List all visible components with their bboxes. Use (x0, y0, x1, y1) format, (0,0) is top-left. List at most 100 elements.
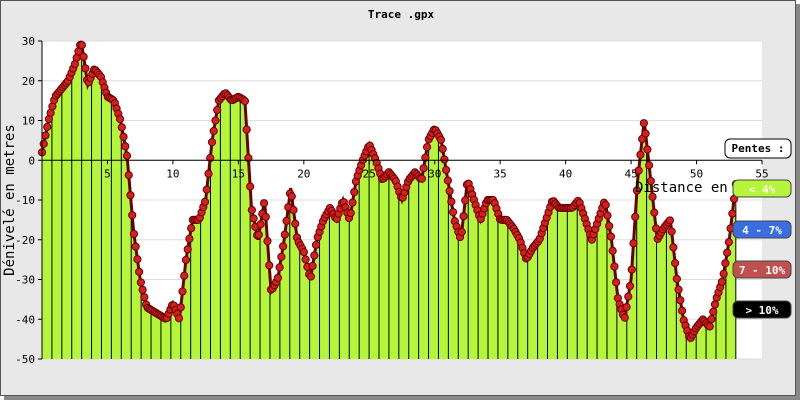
elevation-point (669, 243, 678, 252)
elevation-point (665, 216, 675, 225)
elevation-point (263, 237, 272, 246)
legend: Pentes : < 4% 4 - 7% 7 - 10% > 10% (724, 138, 792, 319)
elevation-point (277, 252, 286, 261)
elevation-point (211, 116, 220, 125)
elevation-point (131, 242, 140, 251)
elevation-point (249, 214, 258, 223)
elevation-point (247, 205, 256, 215)
y-tick-label: -40 (15, 313, 35, 326)
elevation-point (213, 105, 222, 115)
elevation-point (641, 129, 650, 138)
elevation-point (608, 246, 617, 255)
elevation-point (627, 265, 636, 274)
elevation-point (202, 185, 211, 194)
elevation-point (348, 198, 357, 207)
axes: 30 20 10 0 -10 -20 -30 -40 -50 5 10 15 20 25 30 35 40 45 5… (15, 35, 769, 366)
elevation-point (631, 212, 640, 221)
legend-title: Pentes : (732, 142, 785, 155)
elevation-point (181, 255, 191, 265)
elevation-point (632, 186, 642, 195)
elevation-point (606, 232, 616, 241)
elevation-point (115, 114, 125, 124)
elevation-point (625, 281, 635, 291)
x-tick-label: 40 (559, 167, 572, 180)
elevation-point (133, 255, 142, 264)
elevation-point (650, 208, 659, 217)
legend-swatch (732, 220, 792, 239)
elevation-point (289, 205, 298, 215)
elevation-point (674, 285, 683, 294)
elevation-point (634, 166, 643, 175)
legend-title-box (724, 138, 792, 159)
elevation-point (624, 292, 633, 301)
elevation-point (603, 211, 612, 220)
elevation-point (291, 219, 300, 228)
elevation-point (254, 230, 263, 239)
elevation-point (436, 135, 446, 144)
elevation-point (246, 182, 255, 191)
elevation-point (279, 242, 288, 251)
elevation-point (442, 165, 451, 175)
elevation-point (671, 259, 680, 268)
elevation-point (117, 123, 126, 132)
elevation-point (122, 151, 132, 160)
elevation-point (636, 150, 645, 159)
elevation-point (646, 176, 655, 186)
elevation-point (311, 240, 321, 250)
elevation-point (81, 64, 90, 73)
elevation-point (705, 322, 714, 331)
elevation-point (676, 296, 685, 305)
elevation-point (443, 176, 452, 185)
legend-swatch (732, 300, 792, 319)
elevation-point (643, 145, 652, 154)
legend-label: 7 - 10% (739, 264, 786, 277)
elevation-point (457, 227, 466, 237)
elevation-point (43, 122, 52, 132)
elevation-point (275, 263, 284, 272)
elevation-point (129, 229, 139, 239)
elevation-point (273, 273, 282, 283)
elevation-point (299, 247, 309, 257)
y-tick-label: -10 (15, 194, 35, 207)
y-axis-label: Dénivelé en metres (2, 124, 18, 276)
elevation-point (280, 230, 289, 239)
elevation-point (610, 262, 619, 271)
legend-swatch (732, 179, 792, 198)
x-tick-label: 50 (690, 167, 703, 180)
y-tick-label: -20 (15, 234, 35, 247)
legend-label: > 10% (745, 304, 778, 317)
elevation-point (438, 144, 447, 154)
elevation-point (79, 52, 88, 61)
elevation-point (723, 248, 732, 257)
elevation-point (612, 278, 621, 287)
elevation-point (724, 238, 733, 247)
elevation-point (421, 153, 430, 162)
elevation-point (710, 300, 720, 309)
x-tick-label: 30 (428, 167, 441, 180)
legend-label: < 4% (749, 183, 776, 196)
elevation-point (41, 131, 50, 140)
elevation-point (447, 197, 456, 206)
elevation-point (183, 245, 192, 254)
y-tick-label: 20 (22, 75, 35, 88)
elevation-point (185, 234, 194, 243)
elevation-point (350, 187, 359, 197)
x-tick-label: 20 (297, 167, 310, 180)
elevation-point (119, 132, 128, 141)
elevation-point (728, 209, 737, 218)
y-tick-label: 10 (22, 115, 35, 128)
x-tick-label: 35 (494, 167, 507, 180)
elevation-point (140, 293, 149, 302)
elevation-point (138, 285, 147, 294)
y-tick-label: -50 (15, 353, 35, 366)
x-tick-label: 55 (755, 167, 768, 180)
elevation-point (240, 97, 250, 106)
x-axis-label: Distance en km (635, 180, 753, 196)
elevation-point (128, 211, 137, 220)
elevation-point (667, 227, 676, 236)
elevation-point (622, 303, 631, 312)
elevation-point (242, 125, 251, 134)
elevation-point (601, 200, 610, 210)
elevation-point (207, 138, 217, 147)
elevation-point (422, 143, 432, 152)
